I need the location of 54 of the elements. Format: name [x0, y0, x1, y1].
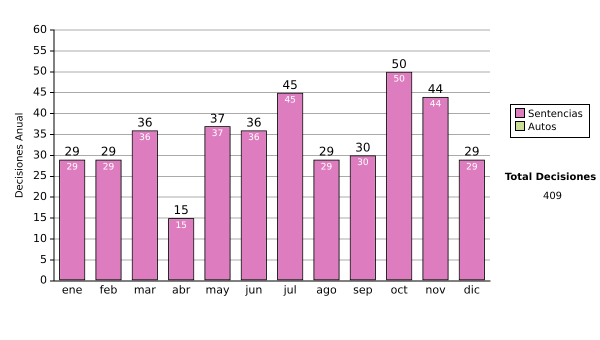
y-axis-title: Decisiones Anual — [14, 112, 26, 198]
x-tick-label: sep — [353, 283, 373, 296]
text: Total Decisiones — [504, 172, 598, 183]
total-label: 45 — [282, 78, 298, 92]
data-label: 29 — [466, 162, 478, 172]
x-tick-label: feb — [100, 283, 118, 296]
x-tick-label: jul — [282, 283, 297, 296]
legend-label: Autos — [527, 121, 558, 134]
total-label: 29 — [318, 144, 334, 159]
total-label: 50 — [392, 56, 407, 71]
y-tick-label: 55 — [32, 44, 47, 57]
y-tick-label: 0 — [40, 274, 47, 287]
y-tick-label: 60 — [32, 22, 47, 36]
data-label: 45 — [284, 96, 296, 106]
y-tick-label: 35 — [32, 127, 47, 140]
data-label: 15 — [175, 220, 187, 231]
total-label: 36 — [246, 115, 262, 130]
x-tick-label: abr — [172, 283, 191, 296]
y-tick-label: 45 — [32, 86, 47, 99]
total-label: 44 — [428, 82, 444, 96]
total-label: 30 — [355, 140, 370, 155]
total-label: 37 — [210, 111, 226, 126]
y-tick-label: 50 — [32, 64, 47, 78]
x-tick-label: oct — [390, 283, 408, 296]
total-label: 29 — [64, 144, 80, 159]
x-tick-label: nov — [425, 283, 446, 296]
data-label: 36 — [248, 133, 260, 144]
total-label: 29 — [100, 144, 116, 159]
y-tick-label: 20 — [32, 190, 47, 204]
x-tick-label: may — [206, 283, 230, 296]
x-tick-label: ago — [316, 283, 337, 296]
data-label: 36 — [139, 133, 151, 144]
data-label: 30 — [357, 158, 369, 168]
total-label: 15 — [174, 203, 189, 218]
text: 409 — [542, 191, 564, 202]
data-label: 37 — [212, 128, 224, 139]
data-label: 50 — [393, 74, 406, 85]
y-tick-label: 30 — [32, 148, 47, 162]
total-label: 36 — [137, 115, 152, 130]
y-tick-label: 10 — [32, 232, 47, 245]
y-tick-label: 5 — [40, 252, 47, 266]
y-tick-label: 15 — [32, 210, 47, 224]
data-label: 29 — [320, 162, 332, 172]
y-tick-label: 25 — [32, 169, 47, 182]
total-label: 29 — [464, 144, 480, 159]
x-tick-label: mar — [134, 283, 156, 296]
x-tick-label: jun — [244, 283, 262, 296]
legend-label: Sentencias — [527, 108, 583, 121]
data-label: 29 — [102, 162, 114, 172]
y-tick-label: 40 — [32, 106, 47, 120]
x-tick-label: ene — [62, 283, 83, 296]
x-tick-label: dic — [464, 283, 480, 296]
data-label: 44 — [430, 100, 442, 110]
data-label: 29 — [66, 162, 78, 172]
